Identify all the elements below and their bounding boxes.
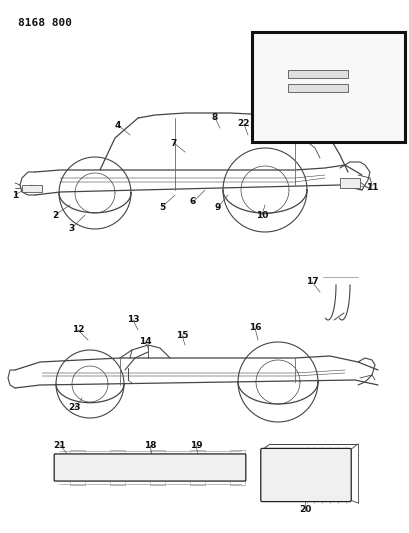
Text: 12: 12 bbox=[72, 326, 84, 335]
Text: 9: 9 bbox=[214, 203, 220, 212]
Text: 20: 20 bbox=[298, 505, 310, 514]
Bar bbox=[22, 185, 42, 192]
Text: 24: 24 bbox=[262, 125, 275, 134]
Text: 23: 23 bbox=[69, 403, 81, 413]
Text: 8: 8 bbox=[211, 114, 218, 123]
Bar bbox=[252, 32, 404, 142]
Text: 1: 1 bbox=[12, 190, 18, 199]
Text: 17: 17 bbox=[305, 278, 317, 287]
Text: 2: 2 bbox=[52, 211, 58, 220]
Text: 7: 7 bbox=[171, 139, 177, 148]
Bar bbox=[287, 70, 347, 78]
FancyBboxPatch shape bbox=[260, 448, 351, 502]
Text: 22: 22 bbox=[237, 119, 249, 128]
Text: 19: 19 bbox=[189, 440, 202, 449]
Text: 6: 6 bbox=[189, 198, 196, 206]
FancyBboxPatch shape bbox=[54, 454, 245, 481]
Bar bbox=[339, 178, 359, 188]
Text: 14: 14 bbox=[138, 337, 151, 346]
Text: 4: 4 bbox=[115, 120, 121, 130]
Text: 5: 5 bbox=[159, 203, 165, 212]
Text: 10: 10 bbox=[255, 211, 267, 220]
Text: 16: 16 bbox=[248, 324, 261, 333]
Text: 13: 13 bbox=[126, 316, 139, 325]
Text: 21: 21 bbox=[54, 440, 66, 449]
Text: 3: 3 bbox=[69, 223, 75, 232]
Text: 8168 800: 8168 800 bbox=[18, 18, 72, 28]
Text: 18: 18 bbox=[144, 440, 156, 449]
Text: 15: 15 bbox=[175, 330, 188, 340]
Bar bbox=[287, 84, 347, 92]
Text: 11: 11 bbox=[365, 183, 378, 192]
